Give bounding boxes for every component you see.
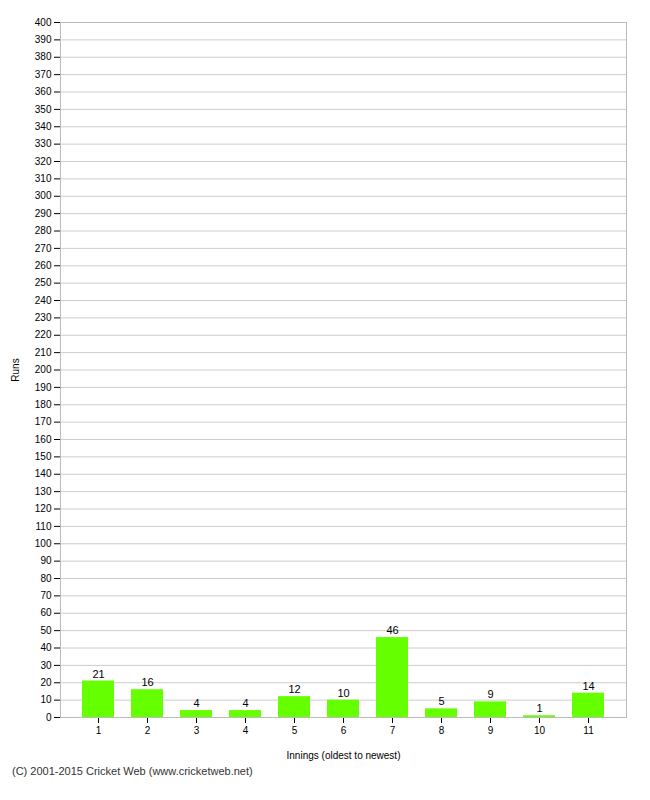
svg-text:260: 260 [35,260,52,271]
svg-text:220: 220 [35,329,52,340]
svg-text:20: 20 [40,677,52,688]
svg-text:60: 60 [40,607,52,618]
svg-text:2: 2 [145,725,151,736]
svg-text:160: 160 [35,434,52,445]
svg-text:110: 110 [36,521,52,532]
svg-text:340: 340 [35,121,52,132]
svg-text:50: 50 [40,625,52,636]
svg-text:6: 6 [341,725,347,736]
svg-text:1: 1 [96,725,102,736]
svg-text:7: 7 [390,725,396,736]
svg-text:5: 5 [438,695,444,707]
svg-text:80: 80 [40,573,52,584]
svg-text:240: 240 [35,295,52,306]
svg-text:200: 200 [35,364,52,375]
svg-text:280: 280 [35,225,52,236]
svg-text:70: 70 [40,590,52,601]
svg-text:380: 380 [35,51,52,62]
svg-text:16: 16 [141,676,153,688]
svg-text:Innings (oldest to newest): Innings (oldest to newest) [287,750,401,761]
svg-text:4: 4 [243,725,249,736]
svg-text:Runs: Runs [10,358,21,381]
svg-text:150: 150 [35,451,52,462]
svg-text:5: 5 [292,725,298,736]
svg-text:250: 250 [35,277,52,288]
svg-text:320: 320 [35,156,52,167]
svg-text:360: 360 [35,86,52,97]
svg-text:300: 300 [35,190,52,201]
svg-text:310: 310 [35,173,52,184]
svg-text:370: 370 [35,69,52,80]
svg-text:21: 21 [92,668,104,680]
html-text:(C) 2001-2015 Cricket Web (www: (C) 2001-2015 Cricket Web (www.cricketwe… [12,765,253,777]
svg-text:11: 11 [583,725,594,736]
svg-text:180: 180 [35,399,52,410]
svg-text:210: 210 [35,347,52,358]
svg-text:10: 10 [534,725,546,736]
svg-text:4: 4 [242,697,248,709]
svg-text:1: 1 [536,702,542,714]
svg-text:290: 290 [35,208,52,219]
svg-text:10: 10 [337,687,349,699]
svg-text:8: 8 [439,725,445,736]
svg-text:90: 90 [40,555,52,566]
svg-text:120: 120 [35,503,52,514]
svg-text:9: 9 [488,725,494,736]
svg-text:350: 350 [35,104,52,115]
svg-text:190: 190 [35,382,52,393]
svg-text:330: 330 [35,138,52,149]
svg-text:30: 30 [40,660,52,671]
svg-text:390: 390 [35,34,52,45]
svg-text:3: 3 [194,725,200,736]
svg-text:100: 100 [35,538,52,549]
svg-text:140: 140 [35,468,52,479]
svg-text:9: 9 [487,688,493,700]
svg-text:4: 4 [193,697,199,709]
svg-text:40: 40 [40,642,52,653]
svg-text:14: 14 [582,680,594,692]
svg-text:230: 230 [35,312,52,323]
svg-text:12: 12 [288,683,300,695]
svg-text:46: 46 [386,624,398,636]
svg-text:130: 130 [35,486,52,497]
svg-text:0: 0 [46,712,52,723]
svg-text:10: 10 [40,694,52,705]
svg-text:170: 170 [35,416,52,427]
svg-text:270: 270 [35,243,52,254]
svg-text:400: 400 [35,17,52,28]
